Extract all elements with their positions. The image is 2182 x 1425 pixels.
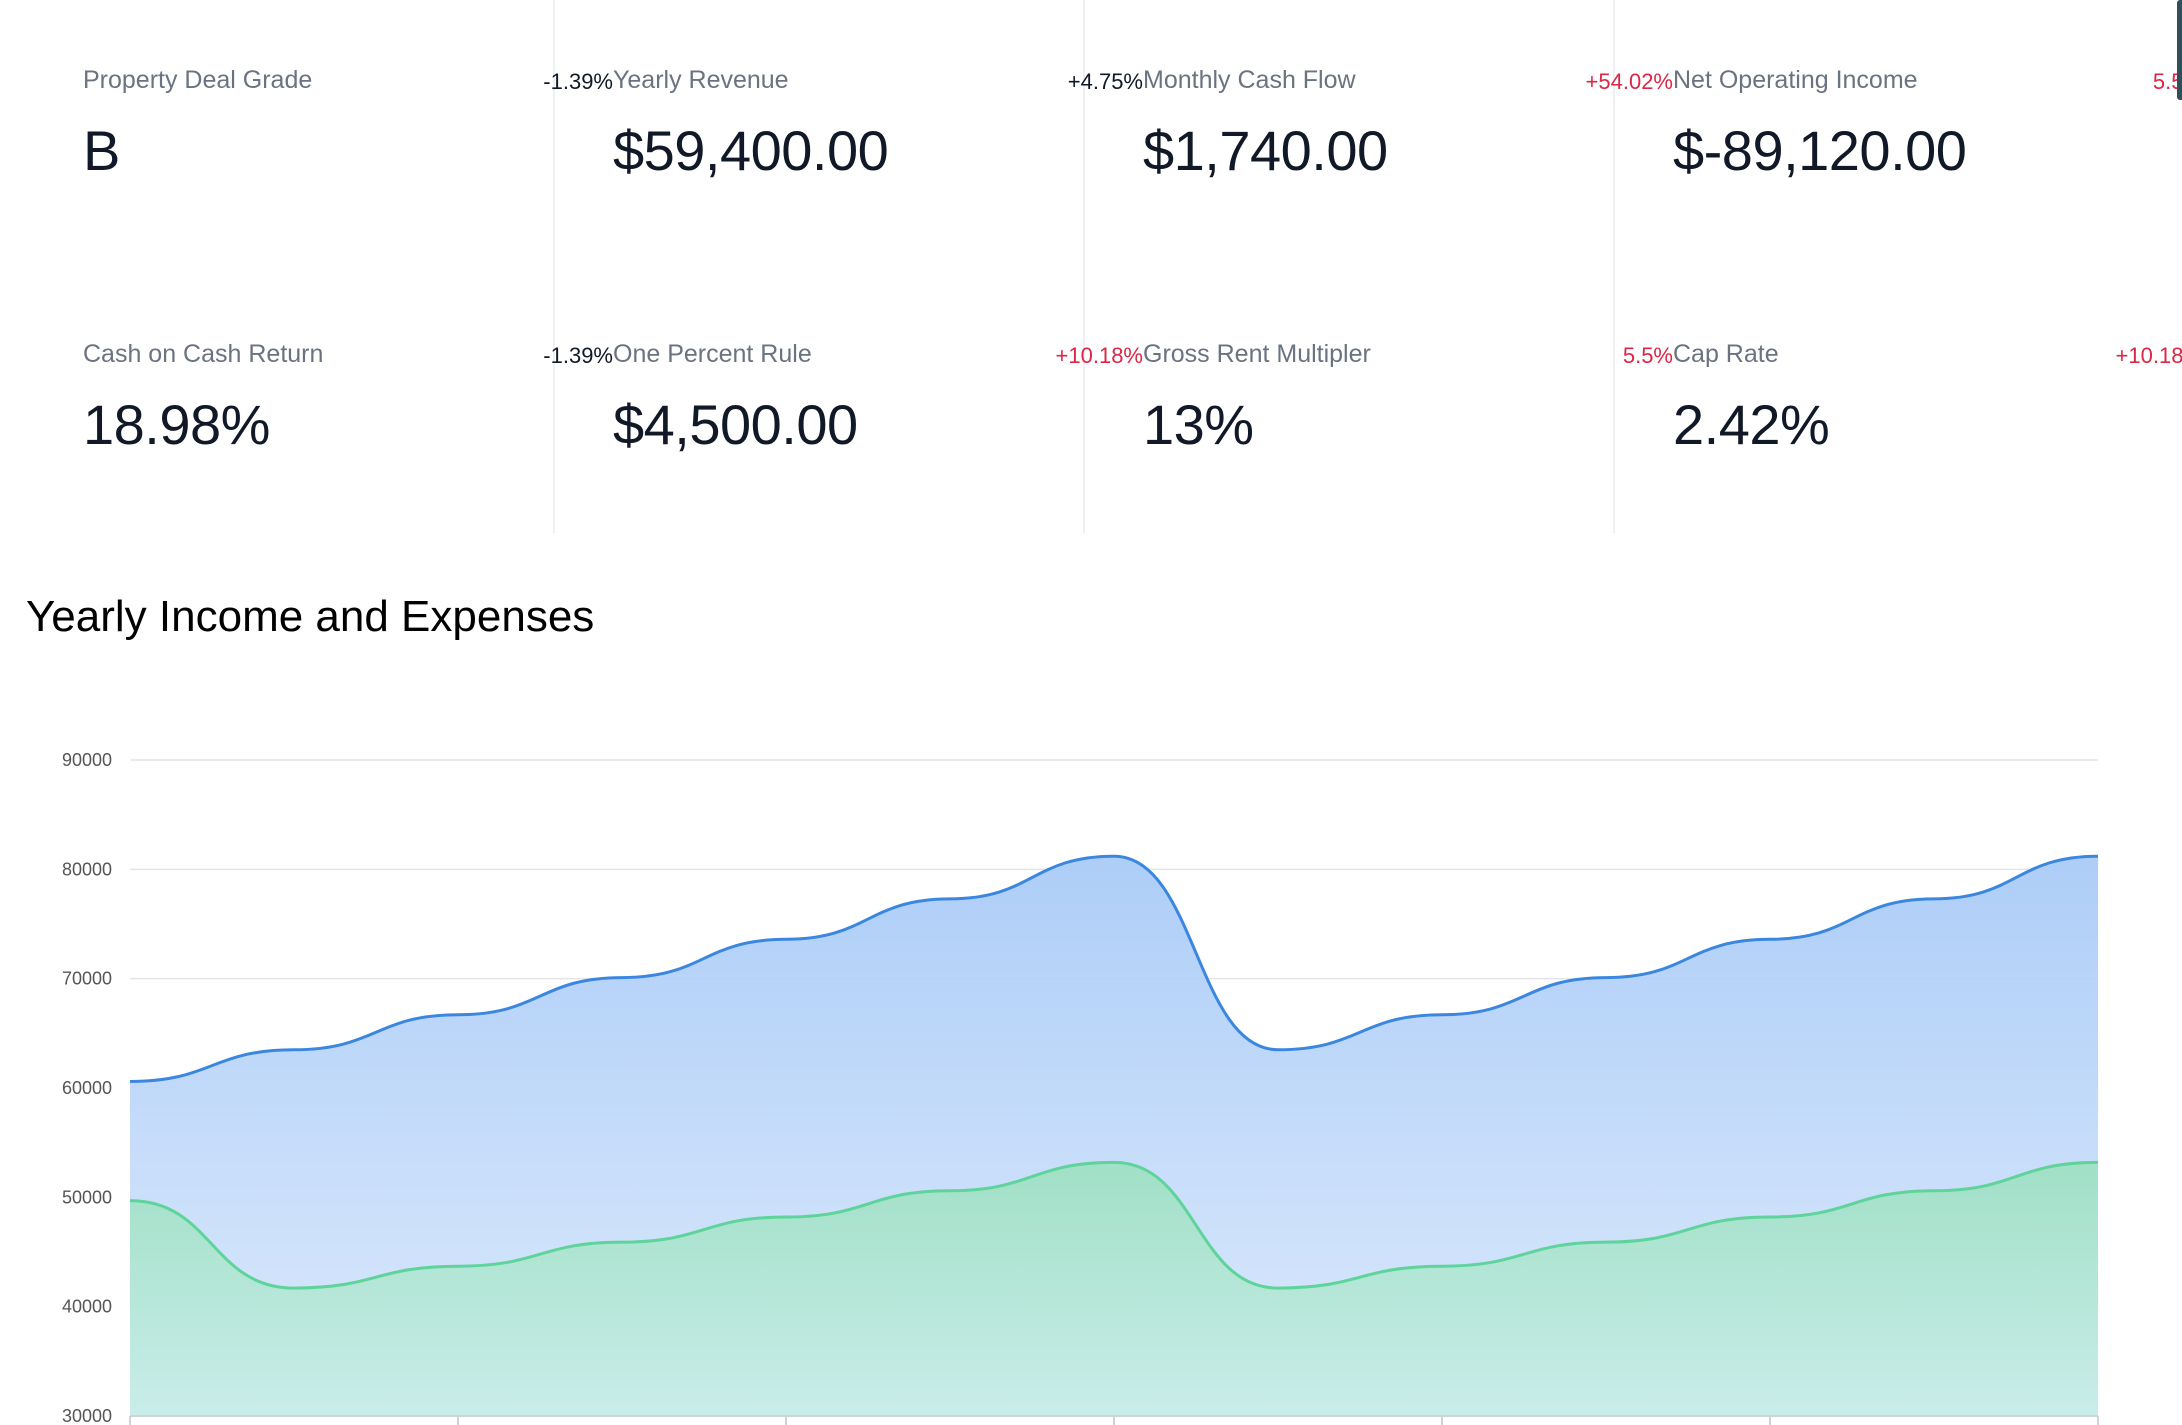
stat-card-cash-on-cash-return: Cash on Cash Return -1.39% 18.98% (83, 274, 613, 474)
stat-change: +10.18% (2115, 343, 2182, 368)
column-divider (553, 0, 555, 533)
chart-title: Yearly Income and Expenses (26, 592, 595, 641)
stat-card-gross-rent-multiplier: Gross Rent Multipler 5.5% 13% (1143, 274, 1673, 474)
column-divider (1613, 0, 1615, 533)
y-tick-label: 50000 (62, 1187, 112, 1207)
stat-card-cap-rate: Cap Rate +10.18% 2.42% (1673, 274, 2182, 474)
income-expenses-chart: 90000 80000 70000 60000 50000 40000 30000 (62, 750, 2099, 1425)
stat-change: 5.5% (1622, 343, 1673, 368)
stat-label: Yearly Revenue (613, 66, 789, 94)
stat-change: +10.18% (1055, 343, 1143, 368)
stat-change: +54.02% (1585, 69, 1673, 94)
y-tick-label: 30000 (62, 1406, 112, 1425)
stat-value: $59,400.00 (613, 119, 889, 182)
stat-value: $1,740.00 (1143, 119, 1388, 182)
stat-card-monthly-cash-flow: Monthly Cash Flow +54.02% $1,740.00 (1143, 0, 1673, 200)
y-tick-label: 40000 (62, 1297, 112, 1317)
y-tick-label: 80000 (62, 859, 112, 879)
series-line-0 (129, 854, 2099, 1083)
stat-label: Net Operating Income (1673, 66, 1918, 94)
series-line-1 (129, 1160, 2099, 1290)
y-tick-label: 60000 (62, 1078, 112, 1098)
stat-card-one-percent-rule: One Percent Rule +10.18% $4,500.00 (613, 274, 1143, 474)
stat-label: Property Deal Grade (83, 66, 313, 94)
stat-value: B (83, 119, 120, 182)
series-area-1 (130, 1162, 2098, 1416)
stat-value: 18.98% (83, 393, 270, 456)
stat-value: $4,500.00 (613, 393, 858, 456)
column-divider (1083, 0, 1085, 533)
stat-change: -1.39% (543, 69, 613, 94)
metrics-grid: Property Deal Grade -1.39% B Yearly Reve… (0, 0, 2182, 533)
stat-card-yearly-revenue: Yearly Revenue +4.75% $59,400.00 (613, 0, 1143, 200)
stat-value: $-89,120.00 (1673, 119, 1967, 182)
stat-card-net-operating-income: Net Operating Income 5.5% $-89,120.00 (1673, 0, 2182, 200)
stat-change: -1.39% (543, 343, 613, 368)
stat-label: Monthly Cash Flow (1143, 66, 1356, 94)
stat-label: One Percent Rule (613, 340, 812, 368)
stat-value: 2.42% (1673, 393, 1830, 456)
stat-value: 13% (1143, 393, 1254, 456)
y-tick-label: 90000 (62, 750, 112, 770)
stat-label: Gross Rent Multipler (1143, 340, 1371, 368)
scrollbar-thumb[interactable] (2177, 0, 2182, 100)
stat-change: +4.75% (1067, 69, 1143, 94)
stat-card-property-deal-grade: Property Deal Grade -1.39% B (83, 0, 613, 200)
stat-label: Cash on Cash Return (83, 340, 324, 368)
y-tick-label: 70000 (62, 969, 112, 989)
stat-label: Cap Rate (1673, 340, 1779, 368)
